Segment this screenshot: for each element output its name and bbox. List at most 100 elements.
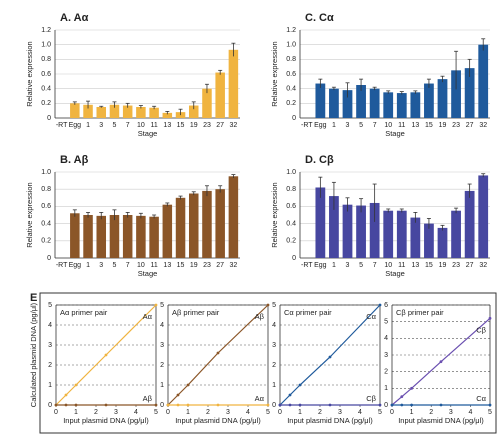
y-tick-label: 0 xyxy=(47,115,51,122)
y-axis-label: Relative expression xyxy=(25,182,34,247)
y-tick-label: 1.0 xyxy=(41,169,51,176)
x-tick-label: 5 xyxy=(378,409,382,416)
x-tick-label: 13 xyxy=(163,262,171,269)
x-tick-label: 23 xyxy=(452,122,460,129)
y-tick-label: 4 xyxy=(160,322,164,329)
y-tick-label: 6 xyxy=(384,302,388,309)
series-label: Aα xyxy=(143,312,153,321)
data-point xyxy=(288,403,292,407)
y-tick-label: 5 xyxy=(48,302,52,309)
y-tick-label: 1.0 xyxy=(41,42,51,49)
bar xyxy=(315,187,326,258)
bar xyxy=(437,79,448,118)
x-tick-label: 1 xyxy=(298,409,302,416)
data-point xyxy=(278,403,282,407)
series-label: Aα xyxy=(255,394,265,403)
series-label: Cα xyxy=(476,394,486,403)
x-tick-label: 7 xyxy=(373,262,377,269)
data-point xyxy=(104,353,108,357)
chart-title: D. Cβ xyxy=(305,154,334,166)
x-tick-label: 5 xyxy=(488,409,492,416)
y-tick-label: 0.4 xyxy=(286,86,296,93)
y-tick-label: 5 xyxy=(160,302,164,309)
y-tick-label: 2 xyxy=(160,362,164,369)
y-tick-label: 0 xyxy=(272,402,276,409)
chart-title: A. Aα xyxy=(60,12,89,24)
y-tick-label: 0.4 xyxy=(286,220,296,227)
x-tick-label: 27 xyxy=(216,122,224,129)
data-point xyxy=(328,355,332,359)
bar xyxy=(356,85,366,118)
x-tick-label: 7 xyxy=(373,122,377,129)
x-tick-label: 3 xyxy=(338,409,342,416)
bar xyxy=(383,210,394,258)
x-tick-label: Egg xyxy=(314,122,327,129)
y-tick-label: 1 xyxy=(272,382,276,389)
data-point xyxy=(390,403,394,407)
bar xyxy=(451,210,461,258)
x-tick-label: 0 xyxy=(54,409,58,416)
data-point xyxy=(186,383,190,387)
data-point xyxy=(166,403,170,407)
x-tick-label: 0 xyxy=(390,409,394,416)
bar xyxy=(396,210,407,258)
bar xyxy=(369,88,380,118)
bar xyxy=(464,68,475,118)
series-line xyxy=(279,304,381,406)
x-tick-label: 15 xyxy=(177,122,185,129)
bar xyxy=(70,103,80,118)
x-tick-label: -RT xyxy=(301,122,313,129)
x-axis-label: Stage xyxy=(138,129,158,138)
x-tick-label: 1 xyxy=(86,262,90,269)
bar xyxy=(424,223,434,258)
data-point xyxy=(186,403,190,407)
x-tick-label: 4 xyxy=(358,409,362,416)
y-tick-label: 0.6 xyxy=(286,71,296,78)
series-line xyxy=(167,304,269,406)
x-tick-label: 13 xyxy=(411,262,419,269)
data-point xyxy=(64,393,68,397)
y-tick-label: 1.2 xyxy=(286,27,296,34)
bar xyxy=(202,88,212,118)
y-tick-label: 1 xyxy=(160,382,164,389)
data-point xyxy=(74,403,78,407)
x-tick-label: 3 xyxy=(346,122,350,129)
data-point xyxy=(64,403,68,407)
bar xyxy=(451,70,461,118)
x-tick-label: 7 xyxy=(126,262,130,269)
y-axis-label: Relative expression xyxy=(270,182,279,247)
x-tick-label: 32 xyxy=(479,262,487,269)
bar xyxy=(410,92,421,118)
data-point xyxy=(266,403,270,407)
chart-title: B. Aβ xyxy=(60,154,89,166)
y-tick-label: 5 xyxy=(384,319,388,326)
x-tick-label: -RT xyxy=(56,262,68,269)
bar xyxy=(342,204,353,258)
x-tick-label: 0 xyxy=(278,409,282,416)
bar xyxy=(162,204,173,258)
x-tick-label: 3 xyxy=(99,262,103,269)
bar xyxy=(136,215,146,258)
x-tick-label: 10 xyxy=(137,262,145,269)
data-point xyxy=(439,360,443,364)
x-axis-label: Input plasmid DNA (pg/μl) xyxy=(63,416,149,425)
y-tick-label: 0 xyxy=(160,402,164,409)
x-tick-label: 1 xyxy=(332,262,336,269)
bar xyxy=(329,88,339,118)
bar xyxy=(149,216,159,258)
x-tick-label: 5 xyxy=(359,122,363,129)
x-axis-label: Input plasmid DNA (pg/μl) xyxy=(287,416,373,425)
x-tick-label: 3 xyxy=(346,262,350,269)
x-tick-label: 19 xyxy=(439,122,447,129)
x-tick-label: 1 xyxy=(186,409,190,416)
data-point xyxy=(488,403,492,407)
x-tick-label: 3 xyxy=(226,409,230,416)
y-axis-label: Relative expression xyxy=(25,41,34,106)
bar xyxy=(109,104,120,118)
x-tick-label: 10 xyxy=(384,122,392,129)
bar xyxy=(149,107,159,118)
x-tick-label: 1 xyxy=(74,409,78,416)
bar xyxy=(342,90,353,118)
data-point xyxy=(266,303,270,307)
